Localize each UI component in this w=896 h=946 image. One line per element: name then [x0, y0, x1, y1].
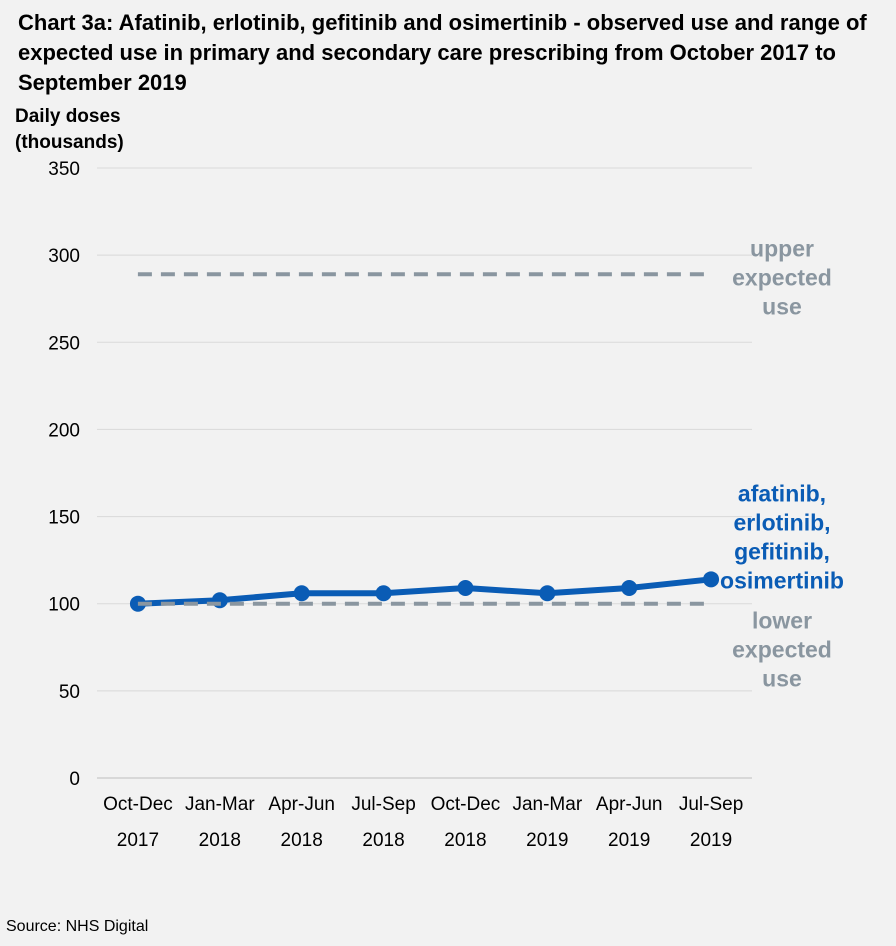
y-tick-label: 150: [48, 508, 80, 529]
y-axis-label-line: Daily doses: [15, 106, 121, 127]
series-label: gefitinib,: [734, 538, 830, 564]
x-tick-label: 2018: [444, 830, 486, 851]
x-tick-label: Jul-Sep: [679, 794, 743, 815]
data-point: [621, 580, 638, 597]
series-label: upper: [750, 235, 814, 261]
x-tick-label: Oct-Dec: [431, 794, 501, 815]
x-tick-label: 2018: [281, 830, 323, 851]
x-tick-label: Jul-Sep: [351, 794, 415, 815]
x-tick-label: 2018: [199, 830, 241, 851]
x-tick-label: Apr-Jun: [268, 794, 335, 815]
series-label: expected: [732, 637, 832, 663]
y-tick-label: 100: [48, 595, 80, 616]
source-note: Source: NHS Digital: [6, 918, 149, 935]
y-tick-label: 200: [48, 420, 80, 441]
y-axis-label: Daily doses (thousands): [15, 104, 124, 156]
series-label: use: [762, 293, 802, 319]
y-tick-label: 250: [48, 333, 80, 354]
y-axis-label-line: (thousands): [15, 132, 124, 153]
x-tick-label: 2019: [526, 830, 568, 851]
data-point: [703, 571, 720, 588]
chart-title: Chart 3a: Afatinib, erlotinib, gefitinib…: [18, 10, 867, 95]
x-tick-label: Jan-Mar: [185, 794, 255, 815]
data-point: [211, 592, 228, 609]
data-point: [375, 585, 392, 602]
x-tick-label: Apr-Jun: [596, 794, 663, 815]
x-tick-label: Jan-Mar: [512, 794, 582, 815]
y-tick-label: 350: [48, 159, 80, 180]
y-tick-label: 0: [69, 769, 80, 790]
y-tick-label: 300: [48, 246, 80, 267]
data-point: [457, 580, 474, 597]
series-label: use: [762, 666, 802, 692]
series-label: osimertinib: [720, 567, 844, 593]
data-point: [293, 585, 310, 602]
series-label: lower: [752, 608, 812, 634]
data-point: [539, 585, 556, 602]
x-tick-label: Oct-Dec: [103, 794, 173, 815]
y-tick-label: 50: [59, 682, 80, 703]
series-line: [137, 576, 712, 607]
x-tick-label: 2018: [362, 830, 404, 851]
x-tick-label: 2017: [117, 830, 159, 851]
x-tick-label: 2019: [690, 830, 732, 851]
x-tick-label: 2019: [608, 830, 650, 851]
series-label: erlotinib,: [733, 509, 830, 535]
series-label: afatinib,: [738, 480, 826, 506]
series-label: expected: [732, 264, 832, 290]
